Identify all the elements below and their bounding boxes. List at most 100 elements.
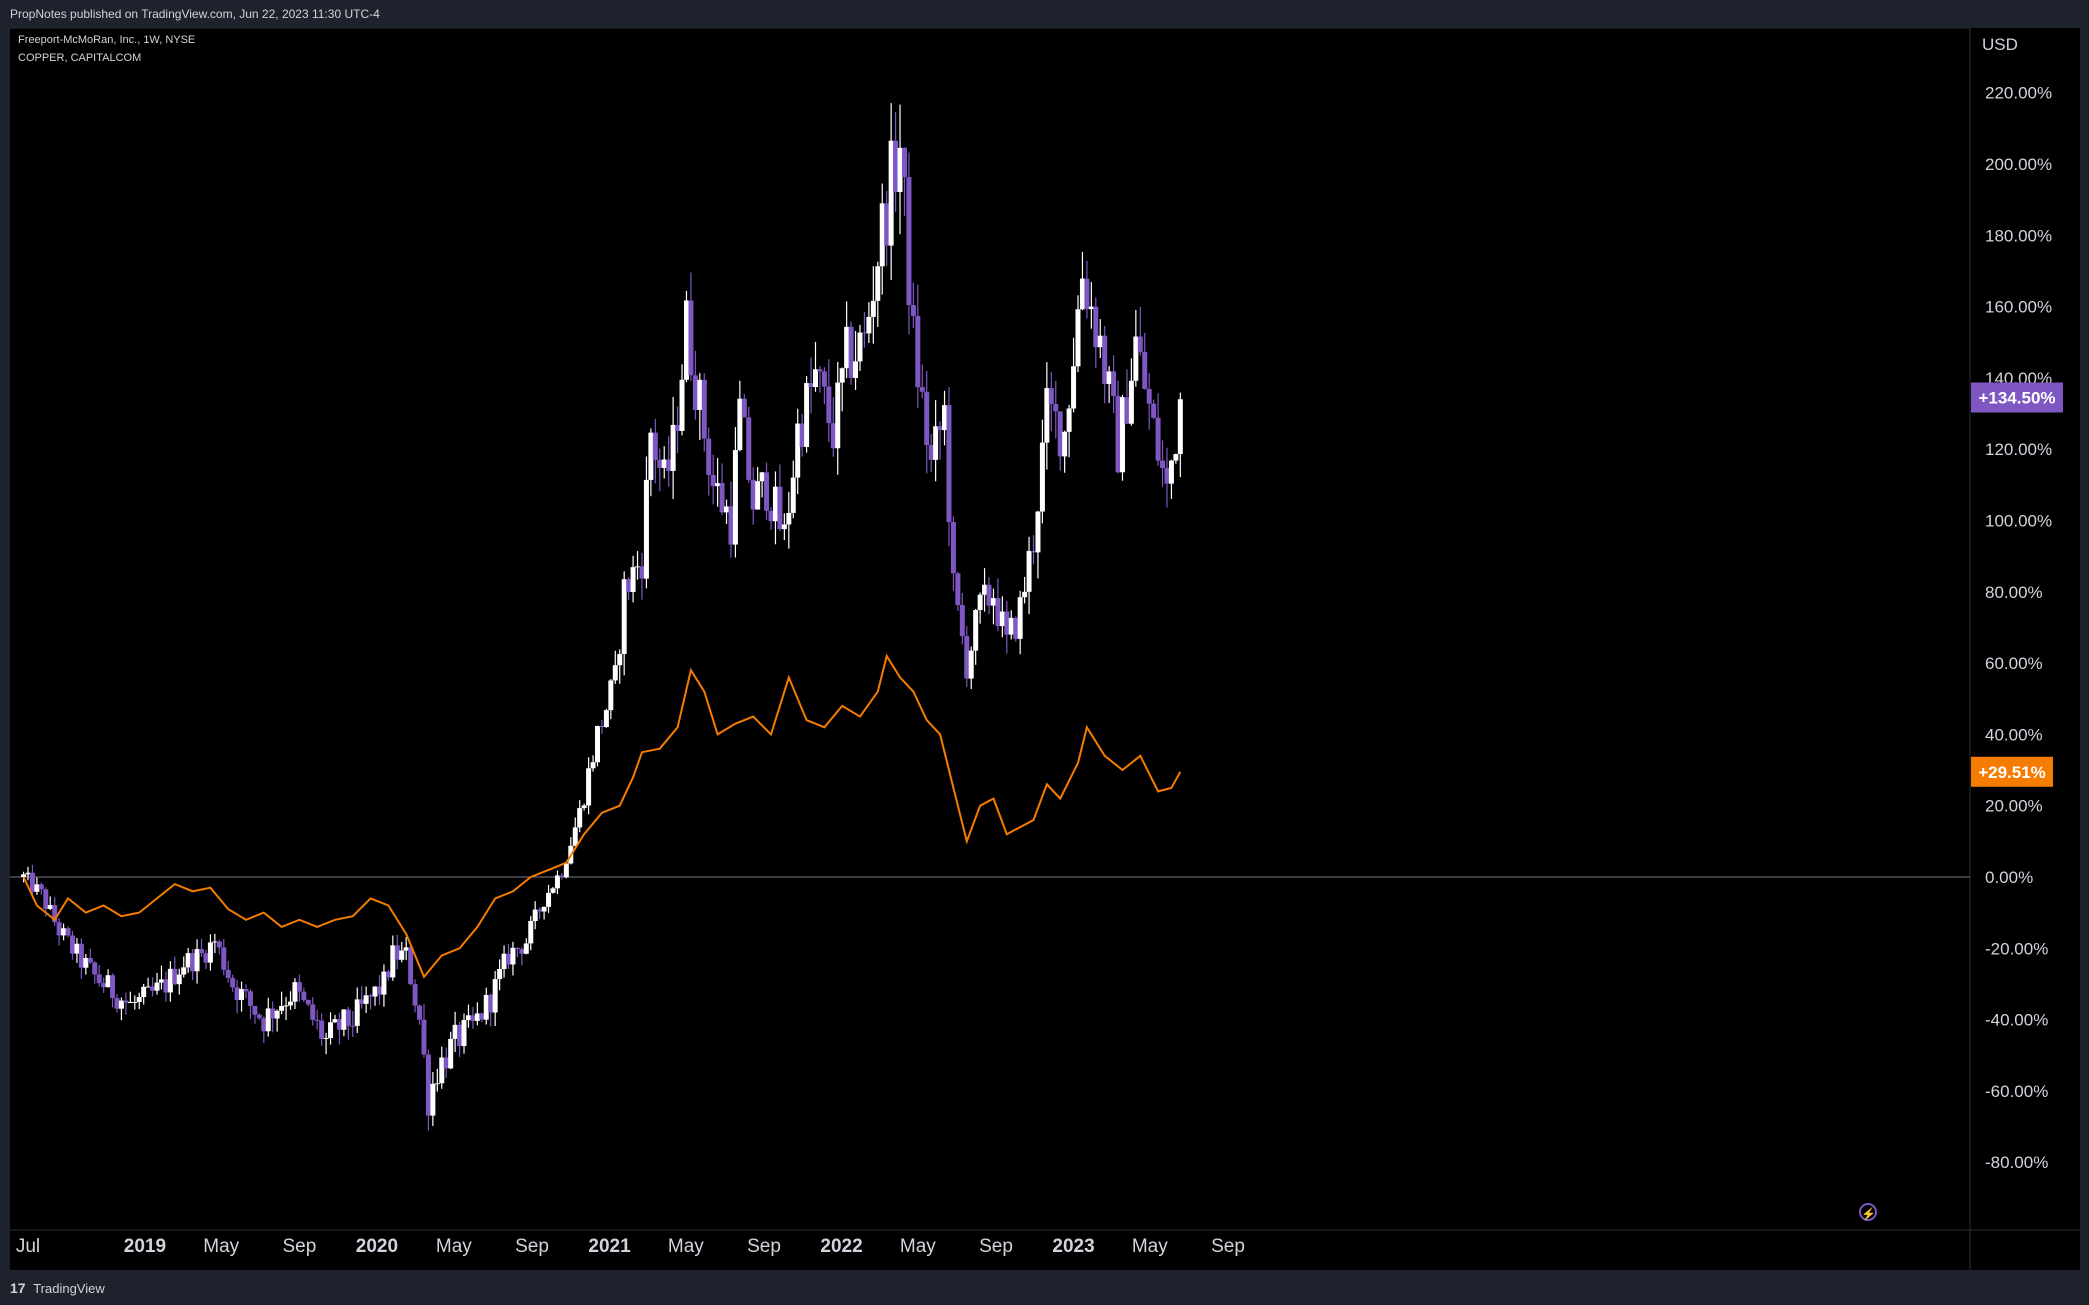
candle-body (425, 1054, 431, 1116)
candle-body (323, 1038, 329, 1040)
candle-body (363, 995, 369, 1004)
copper-last-value-badge-bg (1971, 756, 2053, 787)
candle-body (897, 147, 903, 192)
candle-body (635, 566, 641, 568)
x-tick-label: May (668, 1236, 704, 1257)
copper-last-value-badge: +29.51% (1978, 763, 2046, 782)
candle-body (199, 949, 205, 954)
y-tick-label: 160.00% (1985, 298, 2052, 317)
candle-body (212, 941, 218, 943)
candle-body (1062, 431, 1068, 457)
candle-body (350, 1025, 356, 1027)
candle-body (817, 369, 823, 372)
candle-body (1102, 335, 1108, 384)
tradingview-logo-icon: 17 (10, 1280, 26, 1296)
candle-body (185, 953, 191, 968)
x-tick-label: 2021 (588, 1236, 631, 1257)
candle-body (523, 943, 529, 954)
candle-body (1119, 397, 1125, 473)
candle-body (1115, 395, 1121, 473)
candle-body (123, 1000, 129, 1003)
candle-body (1133, 336, 1139, 381)
candle-body (372, 986, 378, 997)
candle-body (804, 383, 810, 448)
legend-symbol-compare[interactable]: COPPER, CAPITALCOM (18, 52, 142, 64)
candle-body (719, 483, 725, 513)
candle-body (443, 1057, 449, 1069)
candle-body (354, 999, 360, 1026)
candle-body (648, 432, 654, 480)
candle-body (439, 1057, 445, 1084)
candle-body (234, 987, 240, 1000)
candle-body (470, 1015, 476, 1021)
candle-body (216, 941, 222, 948)
candle-body (888, 140, 894, 246)
candle-body (92, 962, 98, 975)
candle-body (336, 1019, 342, 1030)
candle-body (990, 598, 996, 606)
candle-body (421, 1019, 427, 1055)
candle-body (417, 1005, 423, 1020)
candle-body (38, 884, 44, 890)
candle-body (47, 905, 53, 909)
candle-body (1137, 336, 1143, 352)
candle-body (292, 982, 298, 1002)
candle-body (950, 521, 956, 574)
y-tick-label: -20.00% (1985, 939, 2048, 958)
candle-body (1079, 278, 1085, 310)
candle-body (590, 762, 596, 769)
candle-body (924, 391, 930, 446)
candle-body (866, 316, 872, 334)
candle-body (572, 827, 578, 846)
candle-body (626, 579, 632, 592)
legend-symbol-main[interactable]: Freeport-McMoRan, Inc., 1W, NYSE (18, 34, 196, 46)
candle-body (230, 977, 236, 988)
candle-body (65, 928, 71, 936)
currency-label: USD (1982, 35, 2018, 54)
candle-body (359, 999, 365, 1004)
candle-body (679, 379, 685, 431)
candle-body (1066, 408, 1072, 432)
candle-body (1124, 397, 1130, 424)
candle-body (314, 1019, 320, 1021)
candle-body (56, 922, 62, 936)
x-tick-label: Sep (747, 1236, 781, 1257)
candle-body (884, 203, 890, 246)
candle-body (207, 942, 213, 963)
candle-body (732, 450, 738, 545)
candle-body (1004, 611, 1010, 635)
candle-body (844, 326, 850, 369)
candle-body (977, 594, 983, 611)
lightning-icon[interactable]: ⚡ (1859, 1203, 1877, 1221)
candle-body (497, 969, 503, 980)
candle-body (256, 1014, 262, 1019)
candle-body (1039, 442, 1045, 512)
candle-body (688, 300, 694, 376)
candle-body (465, 1015, 471, 1021)
candle-body (1151, 403, 1157, 418)
candle-body (154, 982, 160, 991)
candle-body (145, 986, 151, 988)
candle-body (265, 1008, 271, 1032)
candle-body (1155, 417, 1161, 461)
candle-body (368, 995, 374, 997)
candle-body (1035, 511, 1041, 553)
x-tick-label: 2022 (820, 1236, 862, 1257)
candle-body (194, 949, 200, 972)
candle-body (813, 369, 818, 388)
candle-body (554, 875, 560, 889)
candle-body (1088, 306, 1094, 310)
x-tick-label: May (1132, 1236, 1168, 1257)
candle-body (630, 567, 636, 592)
candle-body (43, 889, 49, 909)
footer-brand: TradingView (33, 1281, 105, 1296)
fcx-last-value-badge-bg (1971, 382, 2063, 413)
candle-body (34, 884, 40, 892)
candle-body (1177, 399, 1183, 455)
candle-body (594, 725, 600, 763)
candle-body (332, 1019, 338, 1023)
candle-body (999, 611, 1005, 627)
candle-body (621, 579, 627, 654)
candle-body (737, 398, 743, 451)
